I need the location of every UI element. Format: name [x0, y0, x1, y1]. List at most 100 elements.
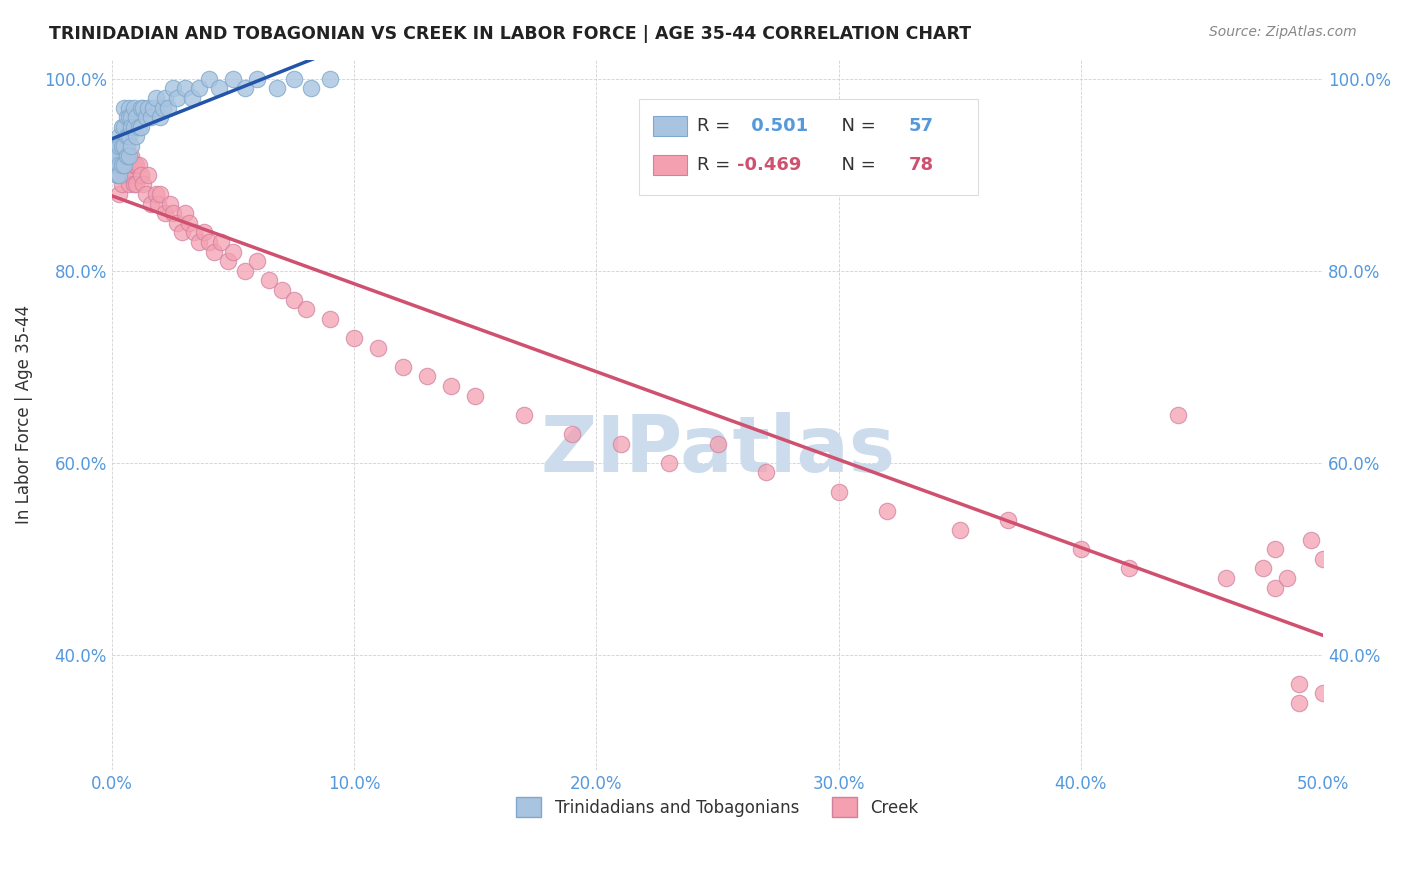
Point — [156, 101, 179, 115]
Point — [118, 158, 141, 172]
Point — [609, 436, 631, 450]
Text: -0.469: -0.469 — [737, 156, 801, 174]
Point — [120, 110, 142, 124]
Text: TRINIDADIAN AND TOBAGONIAN VS CREEK IN LABOR FORCE | AGE 35-44 CORRELATION CHART: TRINIDADIAN AND TOBAGONIAN VS CREEK IN L… — [49, 25, 972, 43]
Point — [139, 110, 162, 124]
Text: R =: R = — [697, 117, 735, 135]
Point — [108, 158, 131, 172]
Point — [135, 186, 157, 201]
Point — [105, 139, 128, 153]
Point — [145, 186, 167, 201]
Point — [120, 120, 142, 134]
Point — [136, 101, 159, 115]
Text: 78: 78 — [908, 156, 934, 174]
Point — [166, 91, 188, 105]
Point — [233, 81, 256, 95]
Point — [122, 178, 145, 192]
Y-axis label: In Labor Force | Age 35-44: In Labor Force | Age 35-44 — [15, 305, 32, 524]
Text: ZIPatlas: ZIPatlas — [540, 412, 896, 488]
Point — [112, 158, 135, 172]
Point — [122, 101, 145, 115]
Point — [105, 148, 128, 162]
Text: N =: N = — [830, 117, 882, 135]
Point — [1215, 571, 1237, 585]
Point — [142, 101, 165, 115]
Point — [118, 148, 141, 162]
Text: 0.501: 0.501 — [745, 117, 808, 135]
Point — [209, 235, 232, 249]
Point — [997, 513, 1019, 527]
Text: 57: 57 — [908, 117, 934, 135]
Bar — [654, 155, 688, 175]
Point — [246, 71, 269, 86]
Text: Source: ZipAtlas.com: Source: ZipAtlas.com — [1209, 25, 1357, 39]
Point — [108, 129, 131, 144]
Point — [111, 158, 134, 172]
Point — [949, 523, 972, 537]
Point — [149, 110, 172, 124]
Point — [103, 148, 125, 162]
Point — [125, 129, 148, 144]
Point — [149, 186, 172, 201]
Point — [125, 110, 148, 124]
Point — [120, 148, 142, 162]
Point — [162, 81, 184, 95]
Point — [129, 168, 152, 182]
Point — [207, 81, 229, 95]
Point — [1275, 571, 1298, 585]
Point — [283, 293, 305, 307]
Point — [112, 139, 135, 153]
Text: R =: R = — [697, 156, 735, 174]
Point — [1288, 696, 1310, 710]
Point — [188, 235, 211, 249]
Bar — [654, 116, 688, 136]
Point — [222, 244, 245, 259]
Point — [115, 129, 138, 144]
Point — [464, 388, 486, 402]
Point — [111, 120, 134, 134]
Point — [132, 178, 155, 192]
Point — [155, 91, 177, 105]
Point — [173, 81, 195, 95]
Point — [118, 129, 141, 144]
Point — [132, 101, 155, 115]
Point — [259, 273, 281, 287]
Point — [152, 101, 174, 115]
Point — [115, 148, 138, 162]
Point — [145, 91, 167, 105]
Point — [115, 158, 138, 172]
Point — [122, 120, 145, 134]
Point — [440, 379, 463, 393]
Point — [827, 484, 849, 499]
Point — [139, 196, 162, 211]
Point — [299, 81, 322, 95]
Point — [128, 120, 150, 134]
Point — [193, 226, 215, 240]
Point — [755, 466, 778, 480]
Point — [120, 168, 142, 182]
Point — [1167, 408, 1189, 422]
Legend: Trinidadians and Tobagonians, Creek: Trinidadians and Tobagonians, Creek — [508, 789, 927, 826]
Point — [270, 283, 292, 297]
Point — [217, 254, 239, 268]
Point — [111, 158, 134, 172]
Point — [513, 408, 536, 422]
Point — [1251, 561, 1274, 575]
Point — [343, 331, 366, 345]
Point — [125, 178, 148, 192]
Point — [108, 168, 131, 182]
Point — [129, 120, 152, 134]
Point — [1288, 676, 1310, 690]
Point — [120, 139, 142, 153]
Point — [162, 206, 184, 220]
Point — [125, 158, 148, 172]
Point — [108, 139, 131, 153]
Point — [179, 216, 201, 230]
Point — [561, 427, 583, 442]
Point — [222, 71, 245, 86]
Point — [112, 120, 135, 134]
Point — [1264, 542, 1286, 557]
Point — [319, 311, 342, 326]
Point — [122, 158, 145, 172]
Point — [202, 244, 225, 259]
